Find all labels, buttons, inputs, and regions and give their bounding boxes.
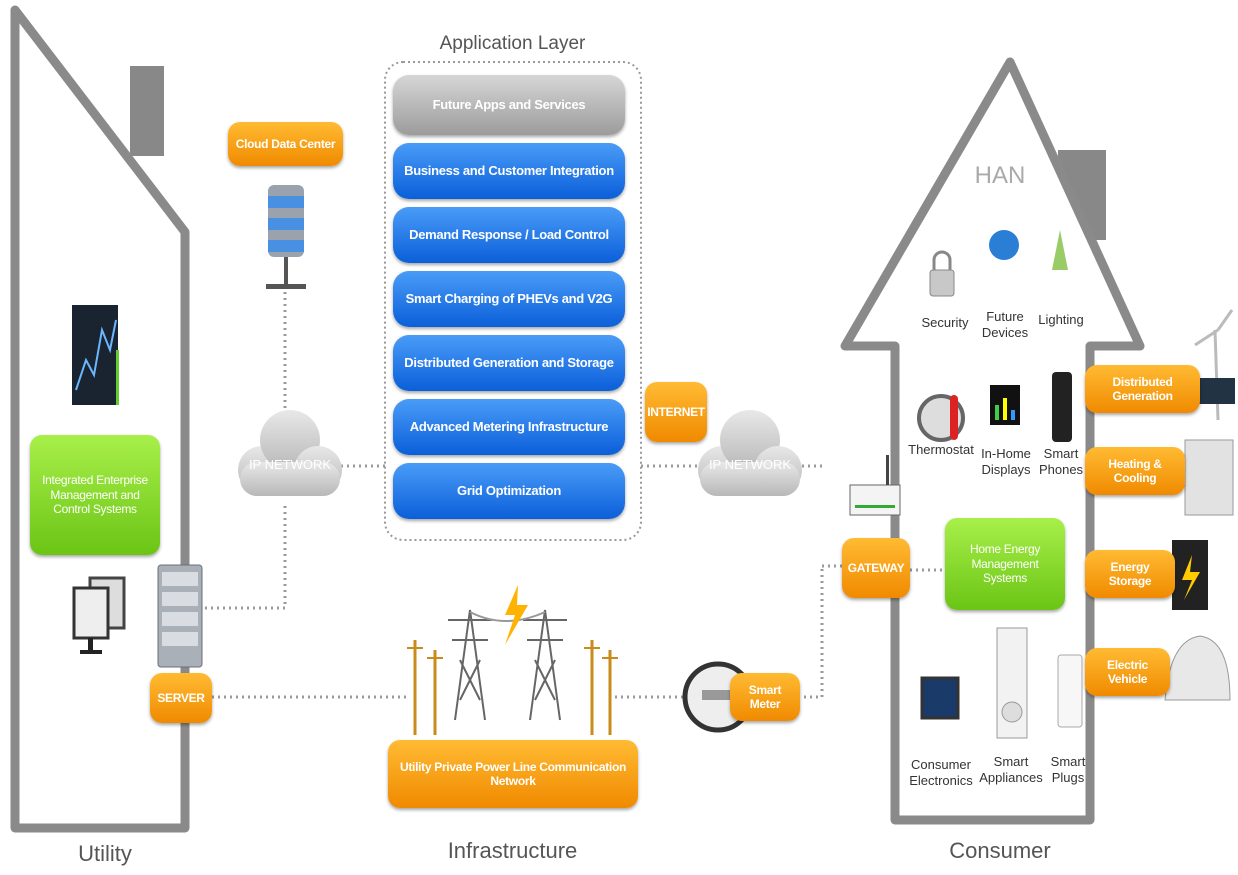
security-icon [930, 270, 954, 296]
app-item: Advanced Metering Infrastructure [393, 399, 625, 455]
device-label: In-Home Displays [975, 437, 1037, 487]
app-item: Demand Response / Load Control [393, 207, 625, 263]
app-item: Future Apps and Services [393, 75, 625, 135]
enterprise-systems: Integrated Enterprise Management and Con… [30, 435, 160, 555]
consumer-label: Consumer [940, 835, 1060, 867]
gateway: GATEWAY [842, 538, 910, 598]
device-label: Smart Phones [1035, 437, 1087, 487]
device-label: Future Devices [975, 300, 1035, 350]
server-rack-icon [158, 565, 202, 667]
chart-screen-icon [72, 305, 119, 405]
page: Smart Grid Architecture {"application_la… [0, 0, 1238, 875]
car-icon [1165, 636, 1230, 700]
ip-network: IP NETWORK [240, 450, 340, 480]
service: Distributed Generation [1085, 365, 1200, 413]
plc-network: Utility Private Power Line Communication… [388, 740, 638, 808]
infrastructure-label: Infrastructure [430, 835, 595, 867]
application-layer-title: Application Layer [400, 28, 625, 60]
connector [205, 502, 285, 608]
plug-icon [1058, 655, 1082, 727]
lightning-icon [505, 585, 528, 645]
solar-panel-icon [1195, 378, 1235, 404]
smart-meter: Smart Meter [730, 673, 800, 721]
ip-network: IP NETWORK [700, 450, 800, 480]
app-item: Business and Customer Integration [393, 143, 625, 199]
future-devices-icon [989, 230, 1019, 260]
device-label: Smart Plugs [1045, 745, 1091, 795]
utility-label: Utility [50, 838, 160, 870]
internet: INTERNET [645, 382, 707, 442]
connector [798, 566, 822, 697]
power-towers-icon [448, 610, 567, 720]
electronics-icon [922, 678, 958, 718]
han-title: HAN [960, 158, 1040, 194]
database-icon [266, 185, 306, 289]
app-item: Distributed Generation and Storage [393, 335, 625, 391]
device-label: Smart Appliances [975, 745, 1047, 795]
server: SERVER [150, 673, 212, 723]
device-label: Consumer Electronics [905, 748, 977, 798]
cloud-data-center: Cloud Data Center [228, 122, 343, 166]
device-label: Security [910, 308, 980, 338]
device-label: Thermostat [905, 435, 977, 465]
app-item: Smart Charging of PHEVs and V2G [393, 271, 625, 327]
service: Heating & Cooling [1085, 447, 1185, 495]
phone-icon [1052, 372, 1072, 442]
chimney [130, 66, 164, 156]
service: Energy Storage [1085, 550, 1175, 598]
hems: Home Energy Management Systems [945, 518, 1065, 610]
device-label: Lighting [1030, 305, 1092, 335]
app-item: Grid Optimization [393, 463, 625, 519]
page-body: Application Layer Future Apps and Servic… [0, 0, 1238, 875]
service: Electric Vehicle [1085, 648, 1170, 696]
hvac-icon [1185, 440, 1233, 515]
utility-poles-icon [407, 640, 618, 735]
